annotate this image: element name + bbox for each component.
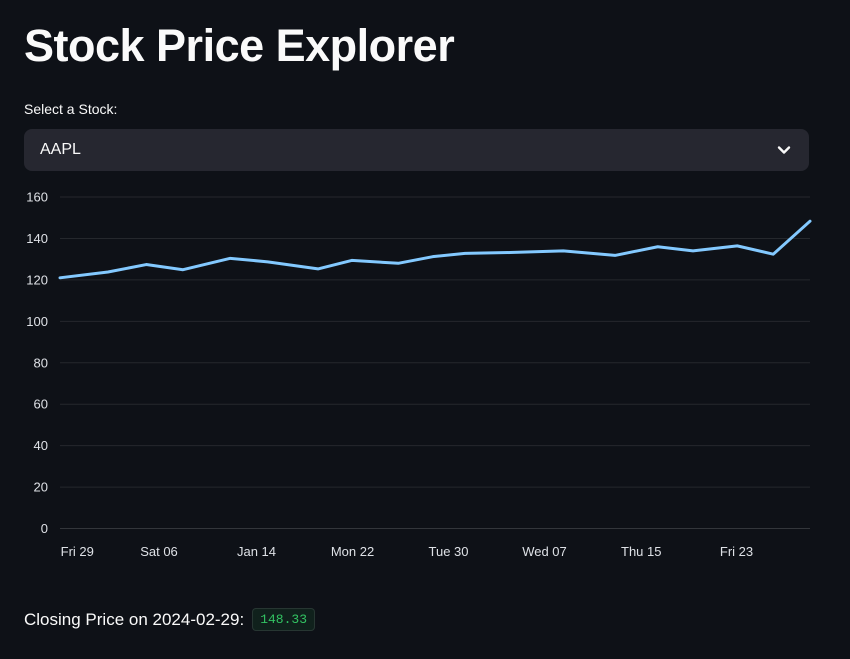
x-tick-label: Fri 23 (720, 544, 753, 559)
x-tick-label: Sat 06 (140, 544, 178, 559)
y-tick-label: 160 (26, 190, 48, 205)
y-tick-label: 80 (34, 355, 48, 370)
stock-select-label: Select a Stock: (24, 101, 118, 117)
x-tick-label: Tue 30 (429, 544, 469, 559)
price-line-series (58, 219, 812, 280)
closing-price-value-badge: 148.33 (252, 608, 315, 631)
stock-selectbox-value: AAPL (40, 141, 81, 158)
y-tick-label: 0 (41, 521, 48, 536)
y-tick-label: 20 (34, 480, 48, 495)
x-tick-label: Wed 07 (522, 544, 567, 559)
chevron-down-icon (775, 141, 793, 159)
page-title: Stock Price Explorer (24, 20, 455, 71)
x-tick-label: Fri 29 (61, 544, 94, 559)
y-tick-label: 40 (34, 438, 48, 453)
y-tick-label: 140 (26, 231, 48, 246)
y-tick-label: 120 (26, 272, 48, 287)
y-tick-label: 100 (26, 314, 48, 329)
x-tick-label: Thu 15 (621, 544, 661, 559)
x-tick-label: Mon 22 (331, 544, 374, 559)
y-tick-label: 60 (34, 397, 48, 412)
chart-canvas[interactable]: 0 20 40 60 80 100 120 140 160 Fri 29 Sat 06 Jan 14 M… (0, 185, 850, 560)
price-line-chart[interactable]: 0 20 40 60 80 100 120 140 160 Fri 29 Sat 06 Jan 14 M… (0, 185, 850, 560)
closing-price-row: Closing Price on 2024-02-29: 148.33 (24, 608, 315, 631)
x-tick-label: Jan 14 (237, 544, 276, 559)
stock-selectbox[interactable]: AAPL (24, 129, 809, 171)
closing-price-label: Closing Price on 2024-02-29: (24, 609, 245, 629)
